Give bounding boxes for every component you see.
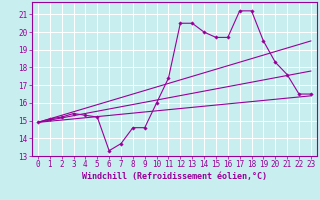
X-axis label: Windchill (Refroidissement éolien,°C): Windchill (Refroidissement éolien,°C) <box>82 172 267 181</box>
